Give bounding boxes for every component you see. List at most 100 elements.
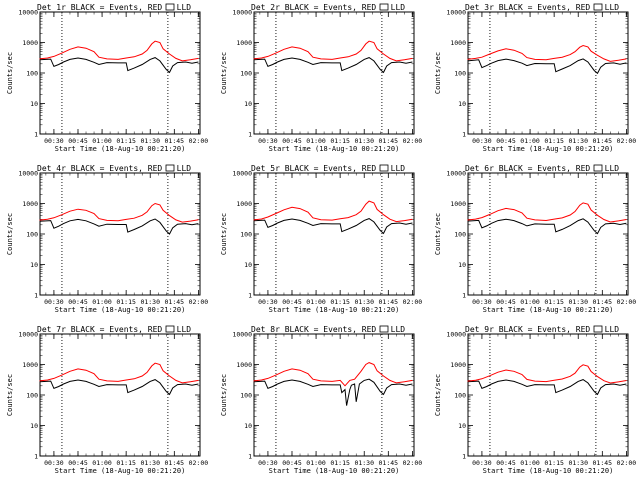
x-axis-label: Start Time (18-Aug-10 00:21:20) xyxy=(55,306,186,314)
x-tick-label: 00:45 xyxy=(282,298,302,306)
x-tick-label: 01:00 xyxy=(520,459,540,467)
x-tick-label: 01:45 xyxy=(165,459,185,467)
y-axis-label: Counts/sec xyxy=(220,374,228,416)
x-tick-label: 01:30 xyxy=(354,137,374,145)
x-tick-label: 01:15 xyxy=(116,137,136,145)
x-tick-label: 00:45 xyxy=(282,459,302,467)
x-axis-label: Start Time (18-Aug-10 00:21:20) xyxy=(483,145,614,153)
x-tick-label: 01:15 xyxy=(544,298,564,306)
panel: Det 2r BLACK = Events, RED = LLD 1 10 100 10… xyxy=(220,3,422,153)
y-tick-label: 100 xyxy=(26,70,38,78)
panel-title: Det 6r BLACK = Events, RED = LLD xyxy=(465,164,619,173)
y-tick-label: 100 xyxy=(240,231,252,239)
y-tick-label: 1 xyxy=(34,292,38,300)
x-tick-label: 00:30 xyxy=(472,137,492,145)
y-axis-label: Counts/sec xyxy=(434,52,442,94)
series-line-events xyxy=(253,57,413,74)
y-tick-label: 10000 xyxy=(446,331,466,339)
x-axis-label: Start Time (18-Aug-10 00:21:20) xyxy=(269,145,400,153)
x-tick-label: 01:00 xyxy=(520,298,540,306)
panel: Det 1r BLACK = Events, RED = LLD 1 10 100 10… xyxy=(6,3,208,153)
panel-title: Det 3r BLACK = Events, RED = LLD xyxy=(465,3,619,12)
y-tick-label: 10 xyxy=(30,261,38,269)
x-axis-label: Start Time (18-Aug-10 00:21:20) xyxy=(483,306,614,314)
panel: Det 7r BLACK = Events, RED = LLD 1 10 100 10… xyxy=(6,325,208,475)
x-tick-label: 01:15 xyxy=(330,298,350,306)
y-tick-label: 100 xyxy=(26,231,38,239)
y-tick-label: 10000 xyxy=(18,9,38,17)
x-tick-label: 01:30 xyxy=(140,298,160,306)
series-line-events xyxy=(467,379,627,396)
x-tick-label: 00:30 xyxy=(258,137,278,145)
y-tick-label: 1 xyxy=(248,292,252,300)
plot-frame xyxy=(39,172,201,296)
series-line-lld xyxy=(253,40,413,62)
y-tick-label: 10 xyxy=(458,422,466,430)
series-line-events xyxy=(253,378,413,406)
x-tick-label: 00:45 xyxy=(496,137,516,145)
plot-frame xyxy=(39,333,201,457)
legend-box xyxy=(379,325,389,333)
panel: Det 3r BLACK = Events, RED = LLD 1 10 100 10… xyxy=(434,3,636,153)
panel: Det 8r BLACK = Events, RED = LLD 1 10 100 10… xyxy=(220,325,422,475)
y-tick-label: 1000 xyxy=(22,361,38,369)
y-tick-label: 1000 xyxy=(450,361,466,369)
x-tick-label: 01:15 xyxy=(116,298,136,306)
panel: Det 6r BLACK = Events, RED = LLD 1 10 100 10… xyxy=(434,164,636,314)
x-tick-label: 00:45 xyxy=(68,459,88,467)
x-tick-label: 00:45 xyxy=(496,298,516,306)
panel: Det 5r BLACK = Events, RED = LLD 1 10 100 10… xyxy=(220,164,422,314)
x-tick-label: 01:00 xyxy=(92,459,112,467)
x-axis-label: Start Time (18-Aug-10 00:21:20) xyxy=(269,467,400,475)
panel-title: Det 4r BLACK = Events, RED = LLD xyxy=(37,164,191,173)
panel-title: Det 9r BLACK = Events, RED = LLD xyxy=(465,325,619,334)
legend-box xyxy=(165,3,175,11)
plot-frame xyxy=(253,11,415,135)
panel-title: Det 7r BLACK = Events, RED = LLD xyxy=(37,325,191,334)
x-tick-label: 01:45 xyxy=(379,298,399,306)
y-tick-label: 1 xyxy=(462,292,466,300)
y-tick-label: 1 xyxy=(462,131,466,139)
x-tick-label: 01:15 xyxy=(544,459,564,467)
y-tick-label: 10 xyxy=(30,100,38,108)
plot-frame xyxy=(467,333,629,457)
y-tick-label: 1 xyxy=(248,131,252,139)
x-tick-label: 01:45 xyxy=(593,459,613,467)
x-tick-label: 01:00 xyxy=(92,137,112,145)
x-tick-label: 01:15 xyxy=(544,137,564,145)
x-tick-label: 02:00 xyxy=(403,459,423,467)
series-line-lld xyxy=(467,202,627,223)
x-tick-label: 01:15 xyxy=(330,137,350,145)
panel-title: Det 5r BLACK = Events, RED = LLD xyxy=(251,164,405,173)
series-line-events xyxy=(467,218,627,235)
x-tick-label: 01:45 xyxy=(165,298,185,306)
series-line-lld xyxy=(39,362,199,384)
y-tick-label: 100 xyxy=(26,392,38,400)
x-tick-label: 00:45 xyxy=(496,459,516,467)
x-tick-label: 01:00 xyxy=(306,459,326,467)
y-tick-label: 10000 xyxy=(18,170,38,178)
panel: Det 9r BLACK = Events, RED = LLD 1 10 100 10… xyxy=(434,325,636,475)
y-tick-label: 1000 xyxy=(22,39,38,47)
legend-box xyxy=(165,164,175,172)
y-tick-label: 1000 xyxy=(450,200,466,208)
y-tick-label: 1 xyxy=(34,453,38,461)
y-tick-label: 1 xyxy=(462,453,466,461)
y-axis-label: Counts/sec xyxy=(434,213,442,255)
y-tick-label: 1000 xyxy=(236,200,252,208)
x-tick-label: 01:45 xyxy=(379,137,399,145)
y-tick-label: 10000 xyxy=(232,170,252,178)
x-tick-label: 01:45 xyxy=(593,298,613,306)
y-axis-label: Counts/sec xyxy=(6,52,14,94)
x-axis-label: Start Time (18-Aug-10 00:21:20) xyxy=(269,306,400,314)
plot-frame xyxy=(253,333,415,457)
x-tick-label: 00:45 xyxy=(68,137,88,145)
y-tick-label: 1000 xyxy=(236,39,252,47)
x-tick-label: 01:00 xyxy=(306,137,326,145)
y-tick-label: 10000 xyxy=(18,331,38,339)
x-axis-label: Start Time (18-Aug-10 00:21:20) xyxy=(483,467,614,475)
y-tick-label: 100 xyxy=(240,70,252,78)
x-tick-label: 01:30 xyxy=(568,459,588,467)
x-tick-label: 00:30 xyxy=(44,298,64,306)
